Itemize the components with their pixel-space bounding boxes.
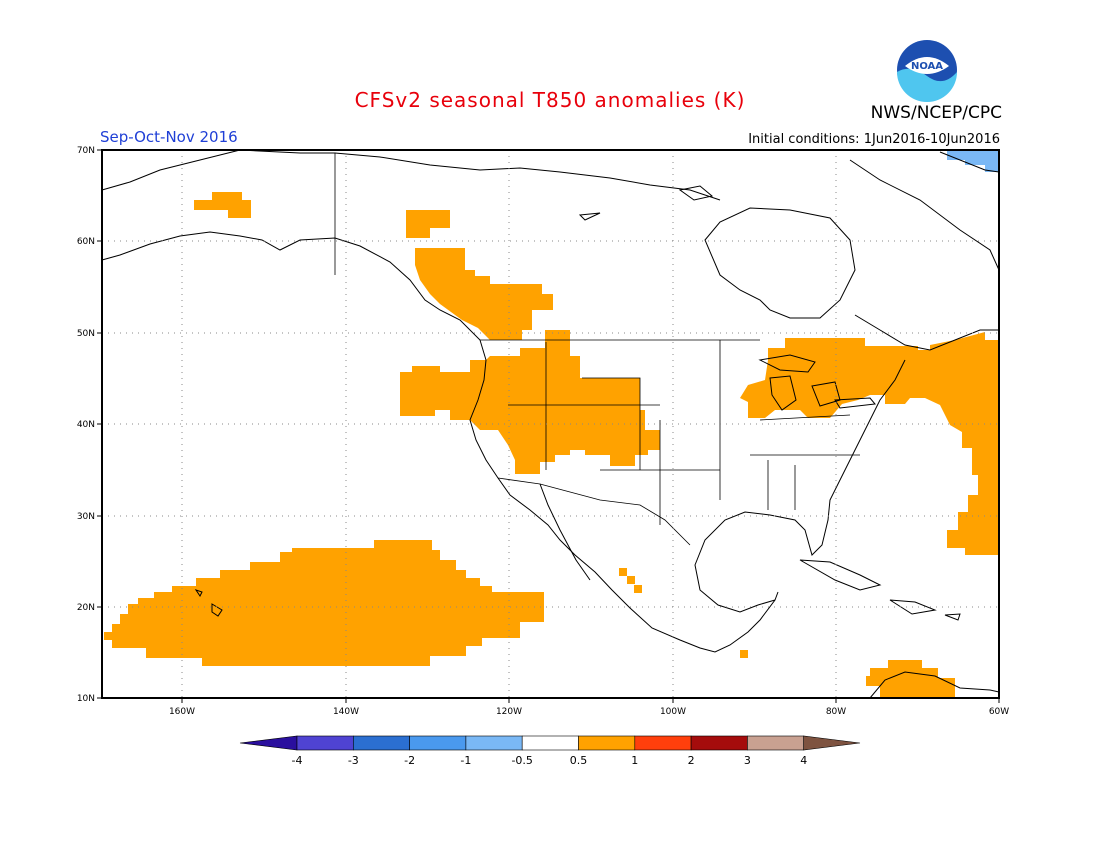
colorbar-segment — [352, 735, 410, 751]
coastlines — [101, 149, 1000, 699]
colorbar-segment — [747, 735, 805, 751]
longitude-label: 100W — [660, 707, 686, 717]
map-title: CFSv2 seasonal T850 anomalies (K) — [354, 88, 746, 112]
political-borders — [334, 153, 860, 546]
positive-anomaly-region — [740, 332, 999, 555]
initial-conditions-label: Initial conditions: 1Jun2016-10Jun2016 — [748, 132, 1000, 147]
longitude-label: 60W — [989, 707, 1009, 717]
latitude-label: 10N — [77, 694, 95, 704]
latitude-labels: 70N 60N 50N 40N 30N 20N 10N — [77, 146, 102, 704]
longitude-label: 80W — [826, 707, 846, 717]
positive-anomaly-region — [104, 540, 544, 666]
colorbar-label: -4 — [292, 754, 303, 767]
colorbar-segment — [409, 735, 467, 751]
organization-label: NWS/NCEP/CPC — [870, 103, 1002, 123]
positive-anomaly-region — [415, 248, 553, 340]
colorbar-segment — [465, 735, 523, 751]
colorbar-label: 4 — [800, 754, 807, 767]
positive-anomaly-region — [400, 330, 660, 474]
colorbar-segment — [239, 735, 298, 751]
latitude-label: 20N — [77, 603, 95, 613]
noaa-logo: NOAA — [897, 40, 957, 102]
season-label: Sep-Oct-Nov 2016 — [100, 128, 238, 146]
colorbar-segment — [634, 735, 692, 751]
colorbar-segment — [521, 735, 579, 751]
colorbar-label: -0.5 — [511, 754, 532, 767]
colorbar-label: -2 — [404, 754, 415, 767]
latitude-label: 50N — [77, 329, 95, 339]
negative-anomaly-region — [947, 150, 999, 172]
latitude-label: 70N — [77, 146, 95, 156]
colorbar-label: 2 — [688, 754, 695, 767]
longitude-labels: 160W 140W 120W 100W 80W 60W — [169, 698, 1009, 717]
positive-anomaly-region — [740, 650, 748, 658]
positive-anomaly-region — [634, 585, 642, 593]
longitude-label: 120W — [496, 707, 522, 717]
positive-anomaly-region — [627, 576, 635, 584]
colorbar-segment — [690, 735, 748, 751]
colorbar: -4 -3 -2 -1 -0.5 0.5 1 2 3 4 — [239, 735, 861, 767]
colorbar-segment — [803, 735, 861, 751]
longitude-label: 140W — [333, 707, 359, 717]
colorbar-segment — [578, 735, 636, 751]
colorbar-segment — [296, 735, 354, 751]
colorbar-label: 3 — [744, 754, 751, 767]
positive-anomaly-region — [619, 568, 627, 576]
latitude-label: 30N — [77, 512, 95, 522]
colorbar-label: -3 — [348, 754, 359, 767]
logo-text: NOAA — [911, 61, 943, 72]
colorbar-label: -1 — [460, 754, 471, 767]
longitude-label: 160W — [169, 707, 195, 717]
colorbar-label: 0.5 — [570, 754, 588, 767]
latitude-label: 60N — [77, 237, 95, 247]
positive-anomaly-region — [194, 192, 251, 218]
positive-anomaly-region — [406, 210, 450, 238]
positive-anomaly-region — [866, 660, 955, 698]
colorbar-label: 1 — [631, 754, 638, 767]
latitude-label: 40N — [77, 420, 95, 430]
anomaly-shading — [104, 150, 999, 698]
graticule — [102, 150, 999, 698]
